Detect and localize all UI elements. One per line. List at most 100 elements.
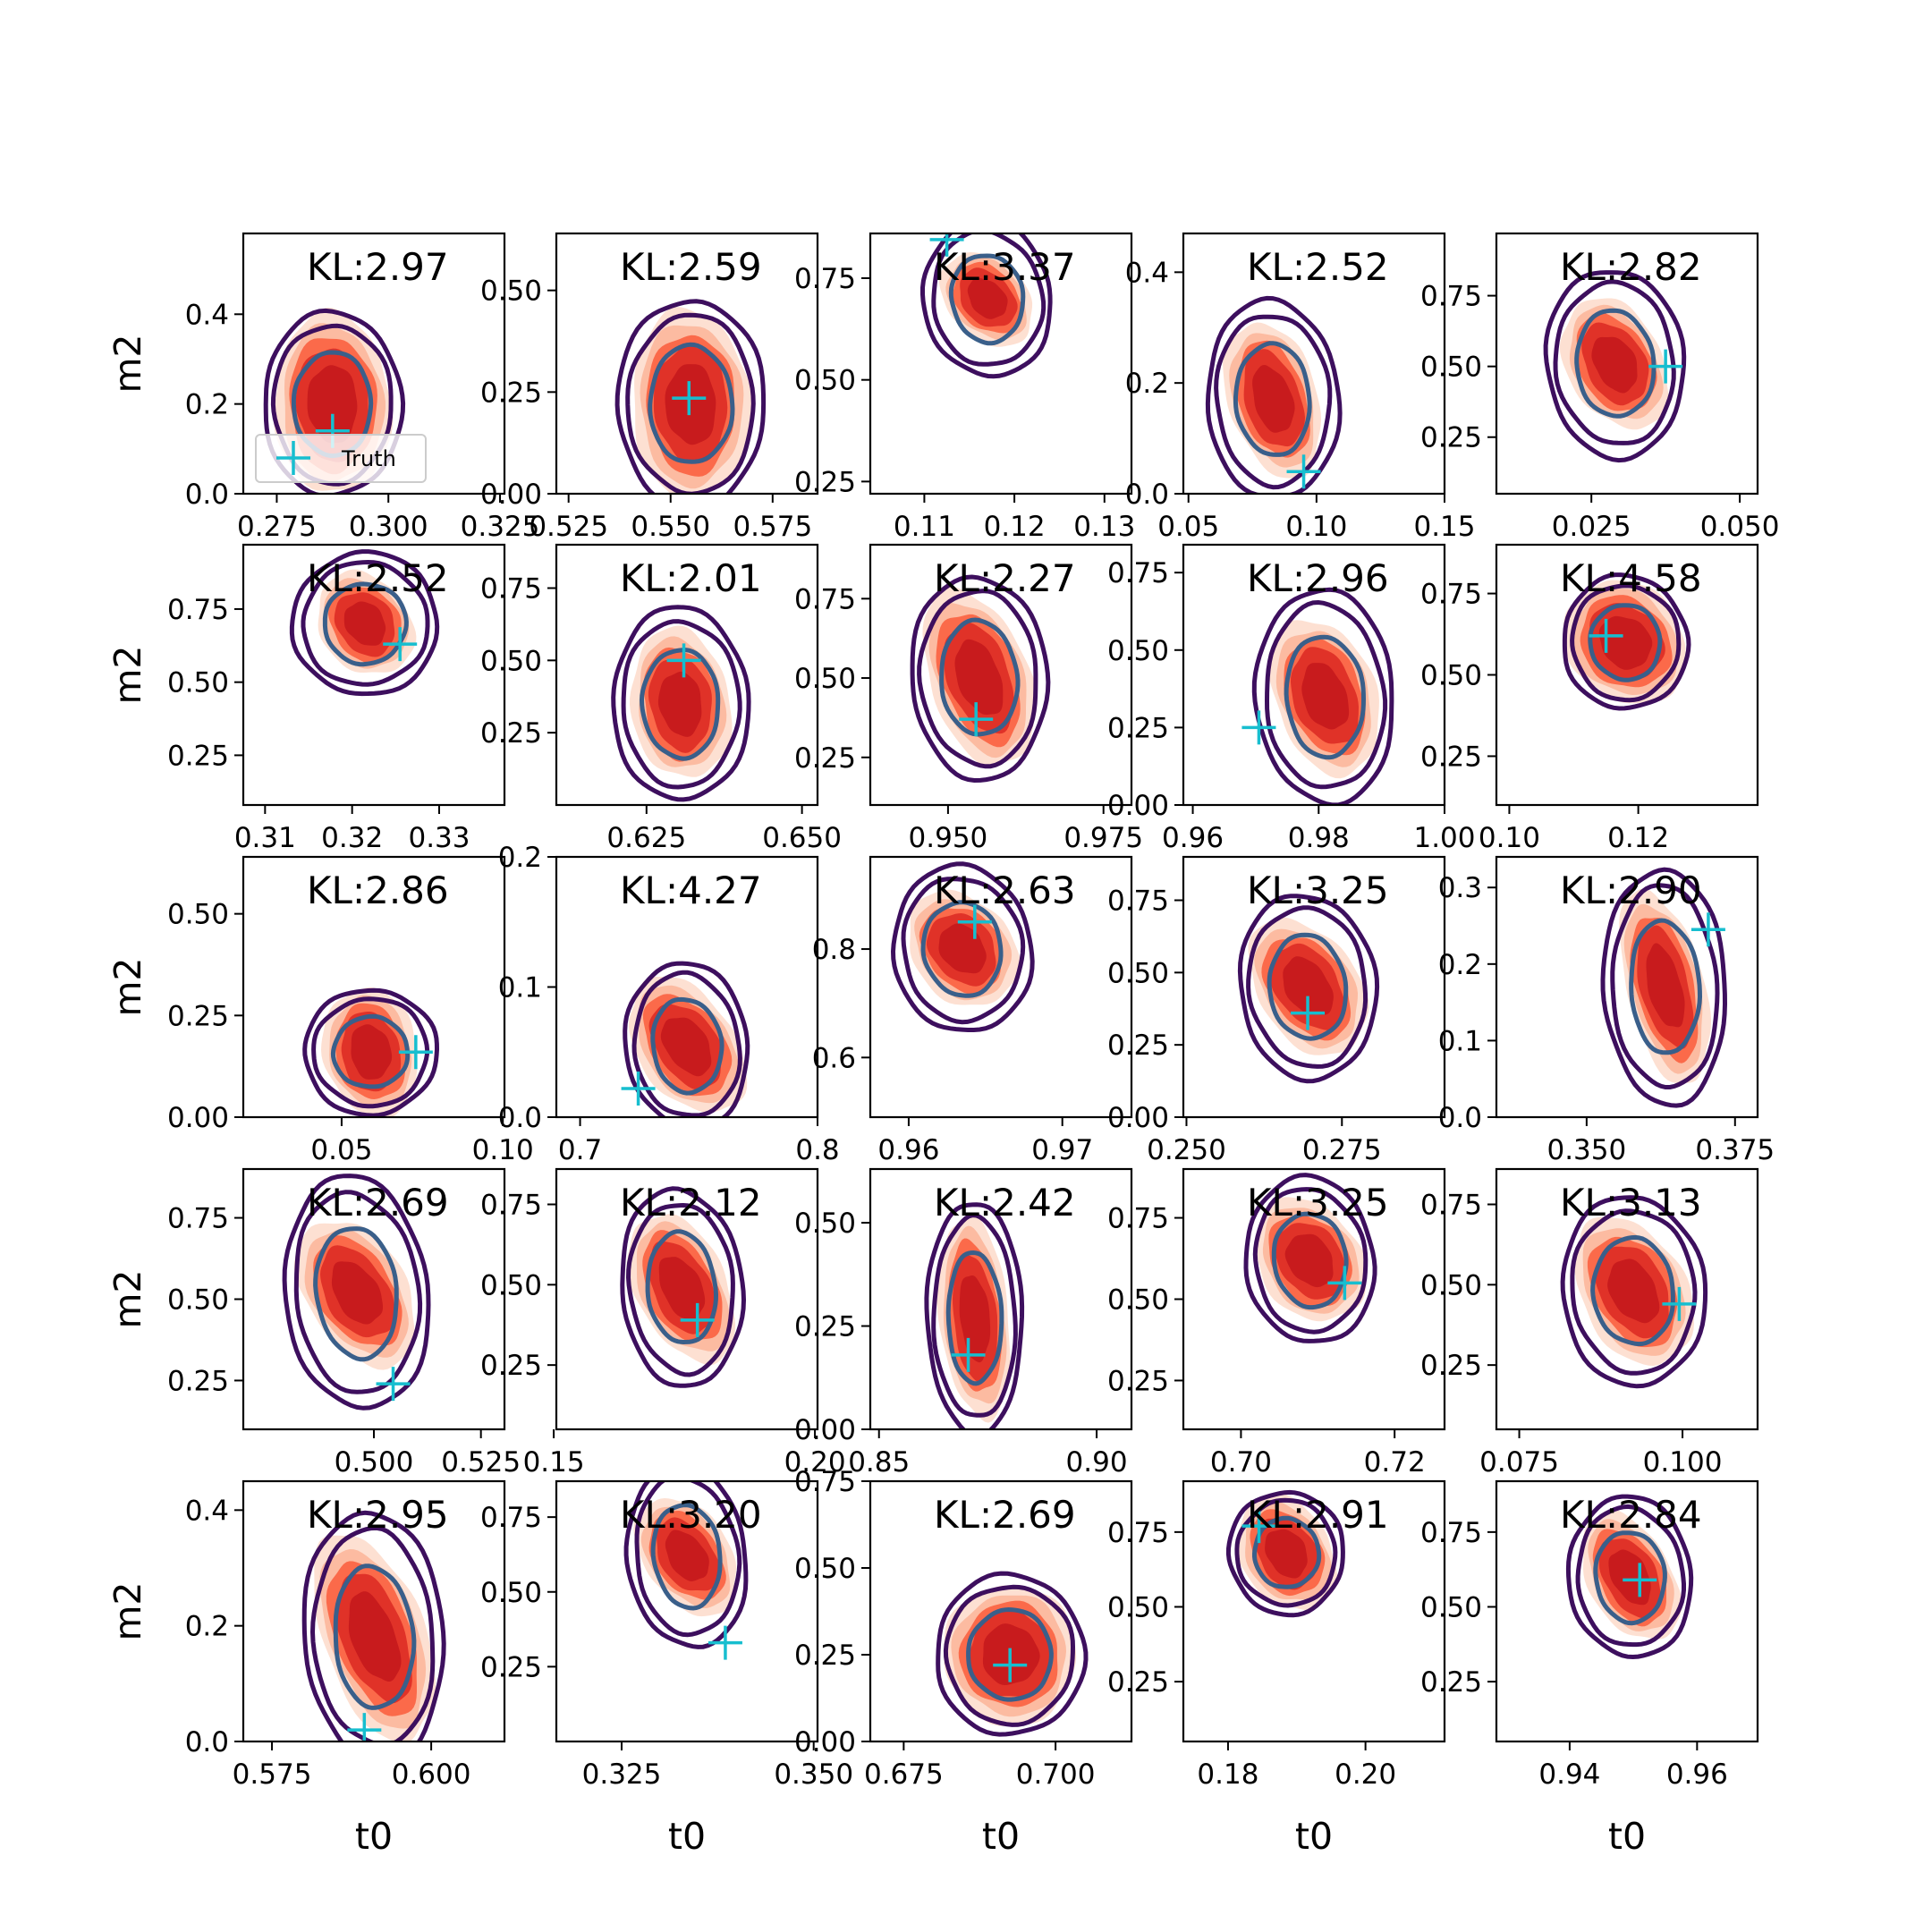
prior-contour-middle — [625, 1202, 735, 1377]
y-tick-label: 0.50 — [794, 1208, 856, 1240]
prior-contour-outer — [1600, 867, 1728, 1108]
prior-contour-outer — [1562, 572, 1691, 711]
posterior-level-5 — [1607, 1258, 1660, 1324]
y-tick-label: 0.25 — [1107, 1365, 1169, 1397]
prior-contour-inner — [966, 1606, 1054, 1702]
prior-contour-outer — [1560, 1195, 1708, 1389]
prior-contour-outer — [302, 987, 440, 1117]
y-tick-label: 0.75 — [1420, 1190, 1482, 1222]
truth-marker — [376, 1367, 411, 1402]
x-tick-label: 0.525 — [441, 1446, 521, 1479]
kl-label: KL:2.82 — [1560, 245, 1702, 289]
y-tick-label: 0.75 — [794, 1466, 856, 1498]
y-axis-label: m2 — [106, 1581, 149, 1640]
kl-label: KL:2.90 — [1560, 869, 1702, 912]
subplot-23: 0.675 0.700 0.00 0.25 0.50 0.75 KL:2.69 t0 — [794, 1466, 1133, 1858]
x-tick-label: 0.050 — [1700, 511, 1780, 543]
plot-area — [1600, 867, 1728, 1108]
axes-frame — [1182, 232, 1446, 496]
truth-marker — [1241, 710, 1276, 745]
x-axis-label: t0 — [982, 1815, 1020, 1858]
y-tick-label: 0.75 — [1420, 1517, 1482, 1549]
y-tick-label: 0.75 — [1420, 579, 1482, 611]
axes-frame — [555, 1479, 819, 1743]
subplot-25: 0.94 0.96 0.25 0.50 0.75 KL:2.84 t0 — [1420, 1479, 1759, 1858]
posterior-level-5 — [1591, 336, 1638, 394]
y-tick-label: 0.25 — [794, 466, 856, 498]
y-tick-label: 0.25 — [480, 717, 542, 750]
truth-marker — [1241, 1509, 1276, 1544]
y-axis-label: m2 — [106, 334, 149, 393]
subplot-13: 0.96 0.97 0.6 0.8 KL:2.63 — [812, 855, 1133, 1166]
x-tick-label: 0.96 — [1162, 822, 1224, 854]
prior-contour-inner — [948, 253, 1026, 346]
posterior-level-5 — [1283, 956, 1334, 1015]
axes-frame — [1182, 1479, 1446, 1743]
y-tick-label: 0.50 — [167, 899, 229, 931]
prior-contour-middle — [309, 1525, 436, 1741]
plot-area — [282, 1174, 431, 1411]
y-tick-label: 0.75 — [1107, 557, 1169, 589]
y-tick-label: 0.25 — [167, 1000, 229, 1032]
x-tick-label: 0.550 — [631, 511, 710, 543]
prior-contour-inner — [650, 996, 724, 1096]
subplot-2: 0.525 0.550 0.575 0.00 0.25 0.50 KL:2.59 — [480, 232, 819, 543]
prior-contour-middle — [931, 1213, 1018, 1418]
y-tick-label: 0.25 — [167, 1365, 229, 1397]
subplot-18: 0.85 0.90 0.00 0.25 0.50 KL:2.42 — [794, 1167, 1133, 1479]
legend-label: Truth — [341, 446, 396, 471]
prior-contour-middle — [1570, 583, 1682, 703]
truth-marker — [708, 1625, 742, 1660]
y-tick-label: 0.50 — [1420, 660, 1482, 692]
x-tick-label: 0.7 — [558, 1134, 602, 1166]
prior-contour-outer — [620, 1186, 747, 1388]
prior-contour-outer — [1251, 587, 1394, 805]
x-tick-label: 0.31 — [234, 822, 296, 854]
kl-label: KL:3.13 — [1560, 1181, 1702, 1224]
y-tick-label: 0.0 — [185, 1726, 229, 1758]
prior-contour-inner — [1588, 603, 1663, 682]
kl-label: KL:2.52 — [1247, 245, 1389, 289]
legend-frame — [255, 434, 427, 483]
x-tick-label: 0.94 — [1538, 1758, 1600, 1791]
prior-contour-middle — [1610, 883, 1720, 1089]
prior-contour-inner — [650, 1503, 723, 1611]
posterior-level-5 — [658, 1257, 706, 1320]
plot-area — [1560, 1195, 1708, 1389]
y-tick-label: 0.0 — [1438, 1102, 1482, 1134]
y-tick-label: 0.50 — [480, 645, 542, 677]
y-tick-label: 0.50 — [167, 1284, 229, 1317]
x-tick-label: 0.70 — [1210, 1446, 1272, 1479]
kl-label: KL:2.96 — [1247, 556, 1389, 600]
x-tick-label: 0.97 — [1031, 1134, 1093, 1166]
posterior-level-5 — [1301, 663, 1350, 730]
prior-contour-inner — [639, 648, 721, 761]
plot-area — [1225, 1489, 1345, 1618]
subplot-6: 0.31 0.32 0.33 0.25 0.50 0.75 KL:2.52 m2 — [106, 543, 506, 854]
subplot-3: 0.11 0.12 0.13 0.25 0.50 0.75 KL:3.37 — [794, 232, 1135, 543]
y-tick-label: 0.00 — [1107, 790, 1169, 822]
prior-contour-middle — [1246, 905, 1368, 1069]
posterior-level-5 — [331, 1261, 383, 1325]
axes-frame — [869, 1479, 1133, 1743]
prior-contour-middle — [1575, 1504, 1686, 1648]
posterior-level-5 — [954, 639, 1004, 716]
y-tick-label: 0.50 — [1107, 635, 1169, 667]
posterior-level-5 — [1284, 1233, 1334, 1288]
kl-label: KL:2.95 — [307, 1493, 449, 1537]
posterior-level-5 — [1646, 943, 1685, 1028]
x-tick-label: 0.98 — [1288, 822, 1350, 854]
y-tick-label: 0.00 — [480, 479, 542, 511]
y-tick-label: 0.50 — [1420, 1269, 1482, 1301]
kl-label: KL:4.58 — [1560, 556, 1702, 600]
x-tick-label: 0.625 — [606, 822, 686, 854]
posterior-level-5 — [657, 671, 702, 737]
subplot-10: 0.10 0.12 0.25 0.50 0.75 KL:4.58 — [1420, 543, 1759, 854]
x-tick-label: 0.20 — [784, 1446, 846, 1479]
prior-contour-outer — [301, 1510, 446, 1741]
kl-label: KL:2.69 — [307, 1181, 449, 1224]
x-tick-label: 0.05 — [310, 1134, 372, 1166]
y-tick-label: 0.25 — [794, 1311, 856, 1343]
x-tick-label: 0.90 — [1066, 1446, 1128, 1479]
